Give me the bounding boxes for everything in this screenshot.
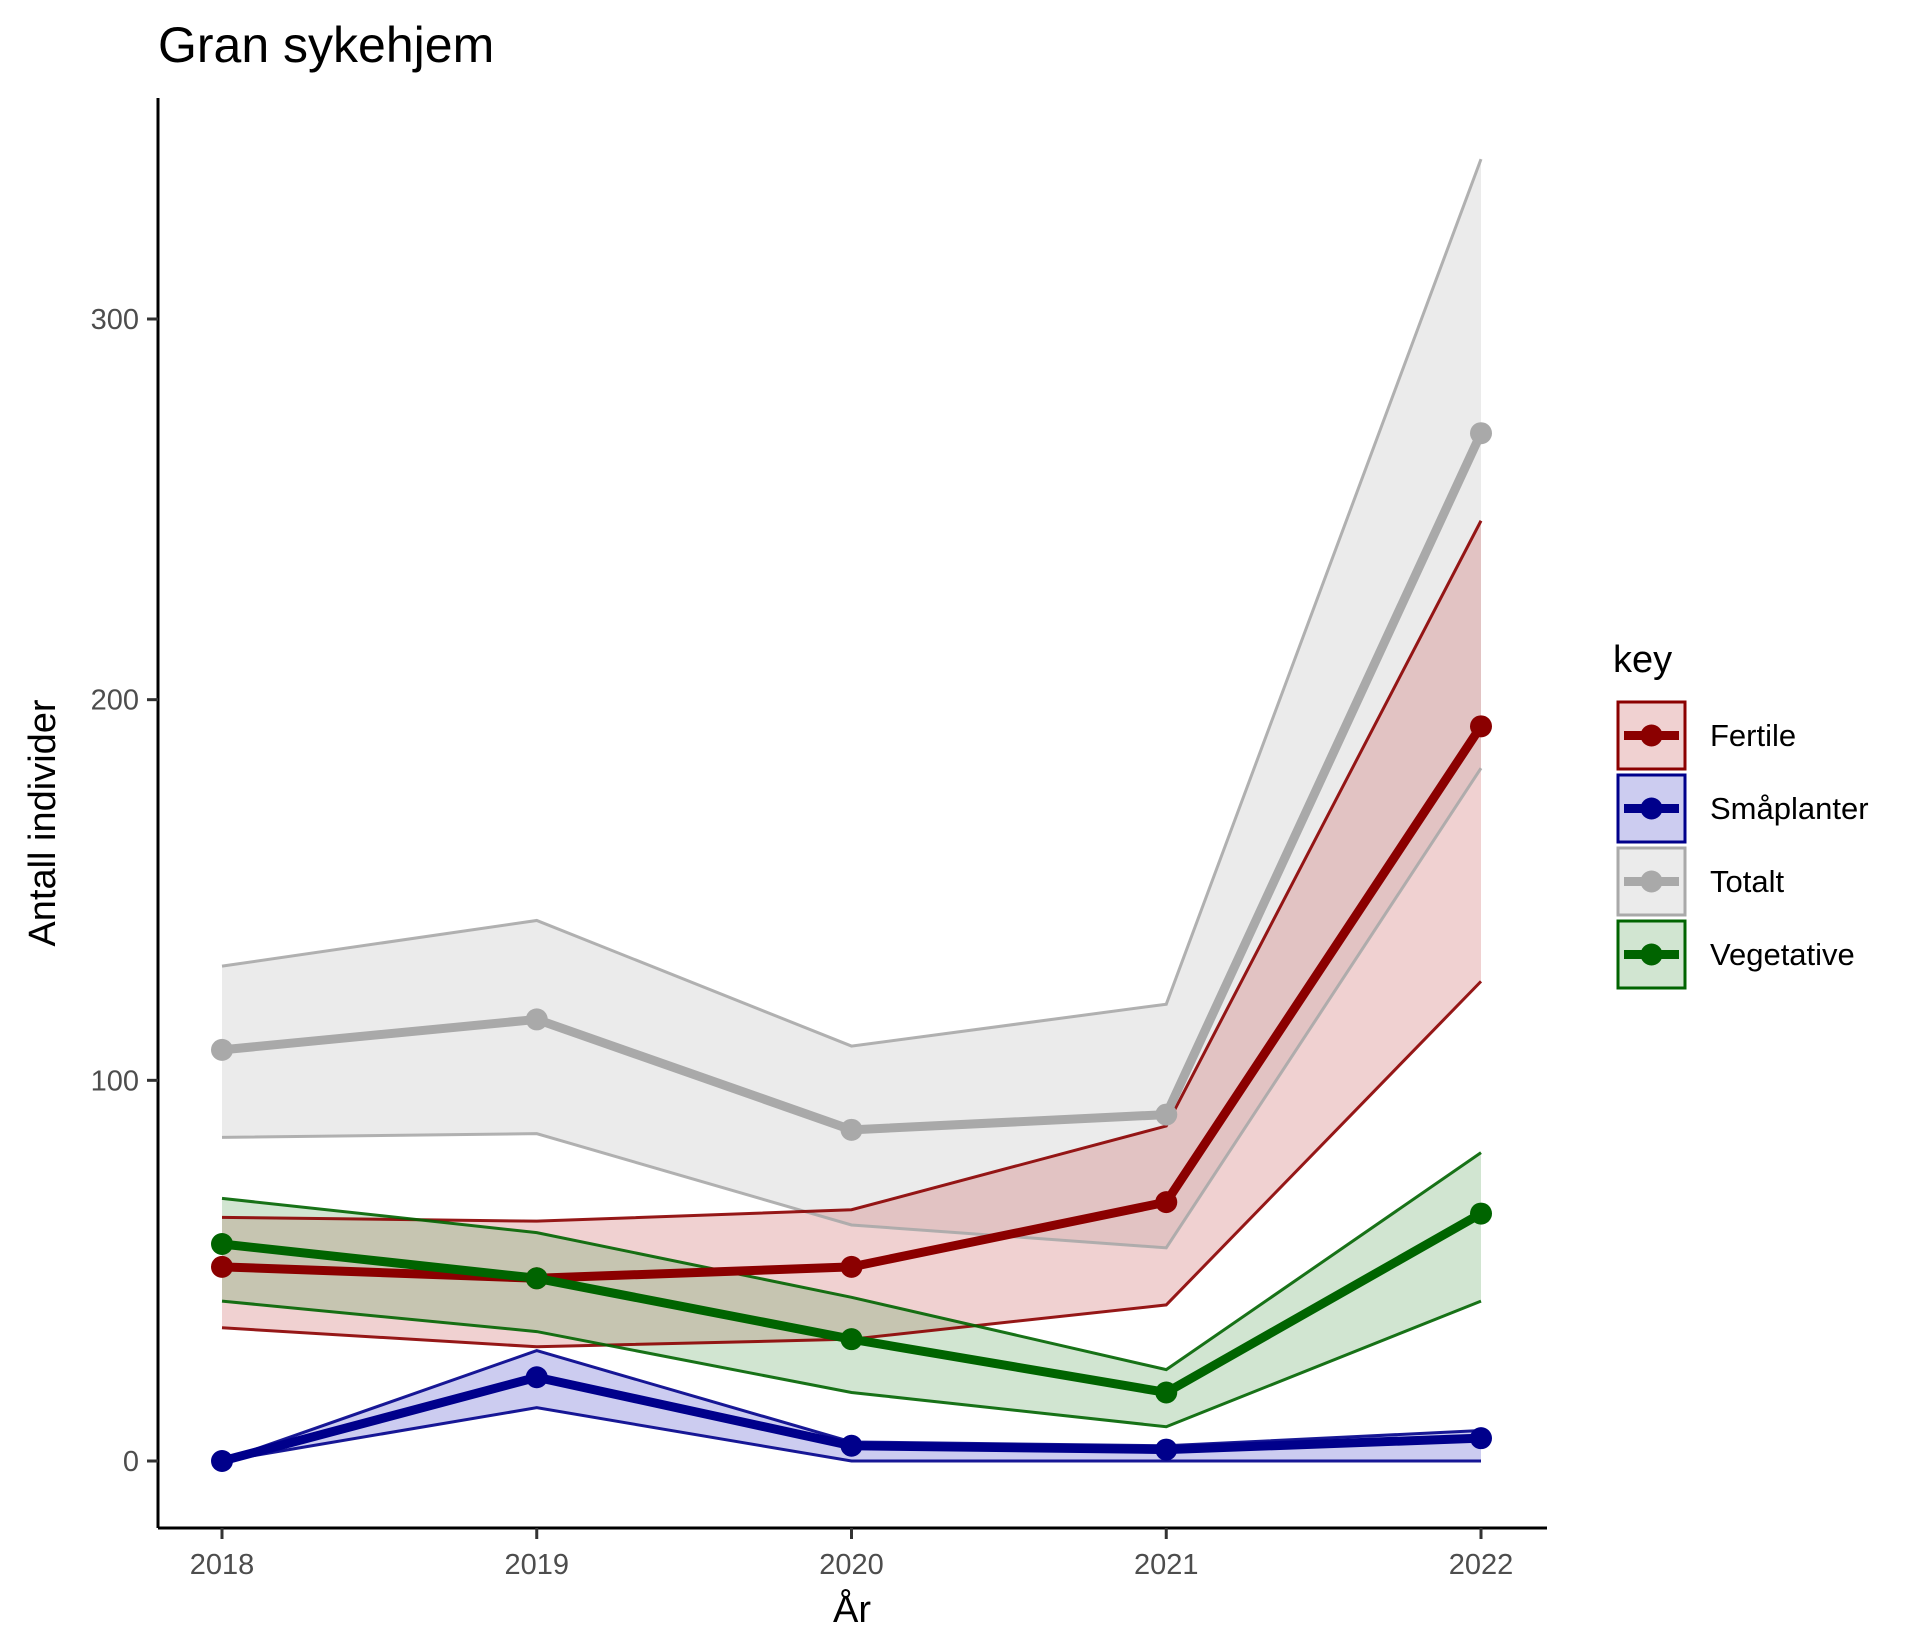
point-totalt-2021 [1155,1103,1178,1126]
point-vegetative-2022 [1470,1202,1492,1225]
band-totalt [222,159,1481,1248]
point-totalt-2018 [211,1038,233,1061]
point-fertile-2020 [840,1255,863,1278]
point-vegetative-2021 [1155,1381,1178,1404]
band-fertile [222,520,1481,1347]
y-axis-ticks: 0 100 200 300 [91,304,158,1478]
legend-title: key [1613,639,1672,681]
point-vegetative-2020 [840,1328,863,1351]
legend-label-fertile: Fertile [1710,718,1796,753]
legend-point-vegetative [1640,943,1663,966]
x-axis-ticks: 2018 2019 2020 2021 2022 [190,1528,1514,1581]
x-tick-label-2019: 2019 [504,1549,569,1581]
upper-bound-totalt [221,158,1483,1048]
x-tick-label-2018: 2018 [190,1549,255,1581]
point-totalt-2019 [525,1008,548,1031]
x-tick-label-2020: 2020 [819,1549,884,1581]
point-smaplanter-2021 [1155,1438,1178,1461]
legend: key Fertile Småplanter Totalt Vegetative [1613,639,1869,990]
point-smaplanter-2022 [1470,1427,1492,1450]
x-tick-label-2021: 2021 [1134,1549,1199,1581]
x-axis-title: År [833,1587,871,1631]
point-vegetative-2019 [525,1267,548,1290]
point-fertile-2018 [211,1255,233,1278]
x-tick-label-2022: 2022 [1449,1549,1514,1581]
chart-title: Gran sykehjem [158,17,494,73]
legend-point-smaplanter [1640,797,1663,820]
lower-bound-totalt [221,767,1483,1250]
legend-point-totalt [1640,870,1663,893]
lower-bound-smaplanter [221,1406,1481,1463]
lower-bound-vegetative [221,1299,1482,1429]
legend-label-vegetative: Vegetative [1710,937,1855,972]
y-axis-title: Antall individer [22,699,64,946]
series-points [211,422,1492,1472]
band-vegetative [222,1152,1481,1427]
point-smaplanter-2018 [211,1450,233,1472]
y-tick-label-0: 0 [123,1446,139,1478]
legend-label-totalt: Totalt [1710,864,1784,899]
legend-label-smaplanter: Småplanter [1710,791,1869,826]
point-smaplanter-2019 [525,1366,548,1389]
point-smaplanter-2020 [840,1434,863,1457]
upper-bound-vegetative [221,1151,1482,1372]
point-vegetative-2018 [211,1233,233,1256]
point-totalt-2020 [840,1118,863,1141]
legend-point-fertile [1640,724,1663,747]
y-tick-label-100: 100 [91,1065,139,1097]
point-fertile-2021 [1155,1191,1178,1214]
point-totalt-2022 [1470,422,1492,445]
y-tick-label-300: 300 [91,304,139,336]
point-fertile-2022 [1470,715,1492,738]
y-tick-label-200: 200 [91,685,139,717]
